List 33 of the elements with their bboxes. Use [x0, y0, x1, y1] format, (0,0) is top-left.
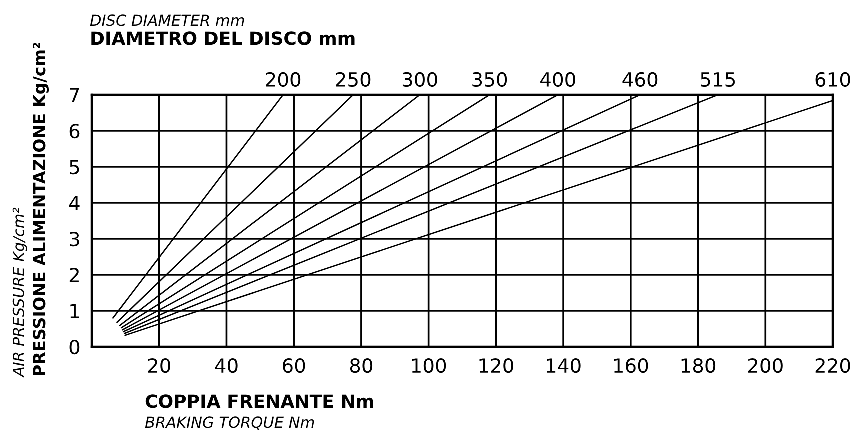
- series-label: 350: [472, 72, 508, 88]
- series-label: 400: [540, 72, 576, 88]
- x-tick-label: 200: [748, 358, 783, 374]
- x-tick-label: 20: [148, 358, 170, 374]
- x-tick-label: 180: [682, 358, 716, 374]
- y-axis-title: PRESSIONE ALIMENTAZIONE Kg/cm²: [33, 43, 50, 376]
- series-label: 515: [701, 72, 736, 88]
- y-tick-label: 7: [70, 88, 80, 102]
- x-tick-label: 100: [412, 358, 446, 374]
- text: BRAKING TORQUE Nm: [145, 416, 314, 430]
- x-tick-label: 140: [547, 358, 581, 374]
- series-label: 250: [336, 72, 371, 88]
- x-tick-label: 160: [614, 358, 648, 374]
- y-tick-label: 0: [70, 340, 80, 355]
- chart-subtitle: DISC DIAMETER mm: [90, 14, 244, 26]
- series-label: 300: [402, 72, 438, 88]
- y-tick-label: 4: [69, 196, 80, 210]
- chart-title: DIAMETRO DEL DISCO mm: [92, 32, 355, 46]
- y-tick-label: 2: [70, 268, 79, 282]
- series-label: 610: [816, 72, 850, 88]
- y-tick-label: 6: [70, 124, 80, 139]
- y-tick-label: 3: [70, 232, 80, 247]
- y-tick-label: 5: [70, 160, 80, 175]
- y-tick-label: 1: [70, 304, 80, 318]
- x-tick-label: 80: [350, 358, 373, 374]
- x-axis-title: COPPIA FRENANTE Nm: [146, 394, 374, 408]
- x-tick-label: 60: [283, 358, 306, 374]
- series-label: 460: [622, 72, 658, 88]
- x-tick-label: 120: [480, 358, 514, 374]
- text: AIR PRESSURE Kg/cm²: [12, 208, 28, 378]
- x-tick-label: 40: [215, 358, 238, 374]
- x-tick-label: 220: [816, 358, 850, 374]
- series-label: 200: [266, 72, 301, 88]
